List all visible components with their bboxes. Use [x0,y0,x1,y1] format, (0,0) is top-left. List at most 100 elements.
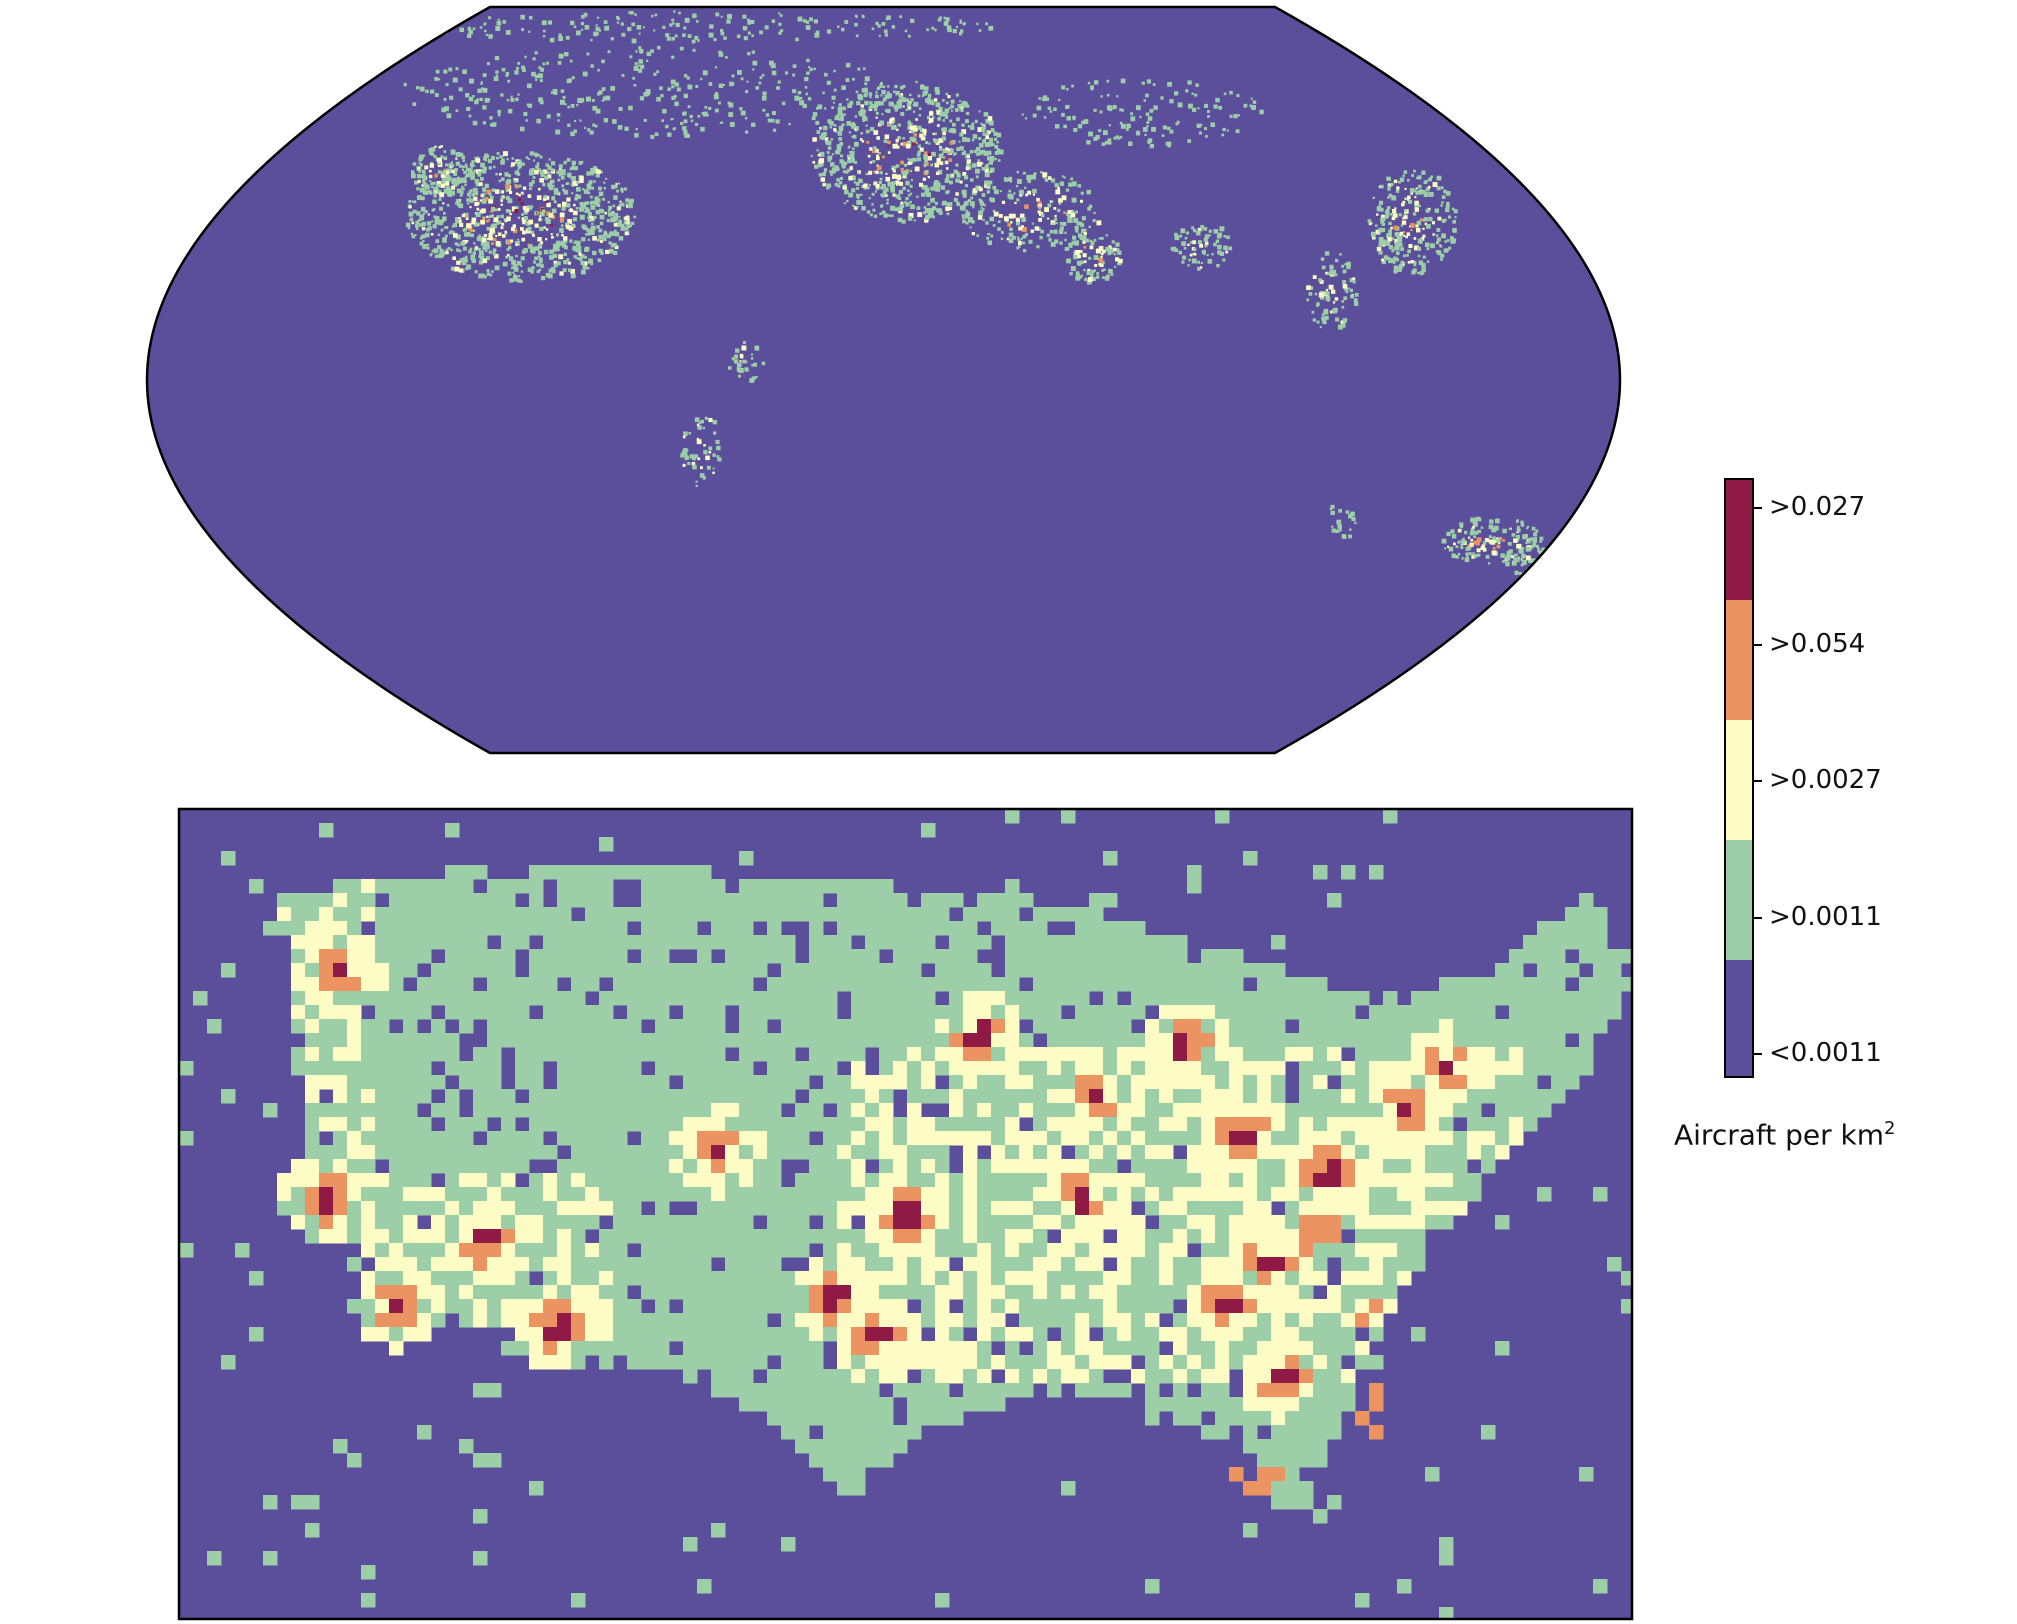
density-cell [893,893,908,908]
density-cell [1324,315,1329,320]
density-cell [482,105,487,110]
density-cell [459,164,463,168]
density-cell [361,1089,376,1104]
density-cell [1398,213,1402,217]
density-cell [486,189,491,195]
density-cell [767,949,782,964]
density-cell [1607,949,1622,964]
density-cell [1080,199,1083,203]
density-cell [1074,250,1080,255]
density-cell [361,907,376,922]
density-cell [1369,1047,1384,1062]
density-cell [767,118,772,123]
density-cell [822,172,826,177]
density-cell [1159,1103,1174,1118]
density-cell [1439,1145,1454,1160]
density-cell [441,107,447,113]
density-cell [949,991,964,1006]
density-cell [887,85,890,88]
density-cell [879,1033,894,1048]
density-cell [1327,272,1330,276]
density-cell [485,256,490,261]
density-cell [1482,547,1487,552]
density-cell [865,935,880,950]
density-cell [1107,138,1112,142]
density-cell [539,226,544,232]
density-cell [831,169,836,174]
density-cell [1341,1019,1356,1034]
density-cell [935,963,950,978]
density-cell [445,893,460,908]
density-cell [739,1089,754,1104]
density-cell [455,157,458,160]
density-cell [597,68,600,72]
density-cell [430,181,434,186]
density-cell [411,221,415,225]
density-cell [1392,256,1398,261]
density-cell [1354,521,1357,525]
density-cell [1006,237,1010,241]
density-cell [683,119,688,124]
density-cell [1201,963,1216,978]
density-cell [1398,180,1401,184]
density-cell [1070,209,1075,214]
density-cell [468,96,474,102]
density-cell [924,170,929,174]
density-cell [440,183,446,188]
density-cell [1437,250,1441,254]
density-cell [1451,534,1457,539]
density-cell [1167,126,1171,131]
density-cell [426,246,430,250]
density-cell [417,167,420,170]
density-cell [543,1145,558,1160]
density-cell [1075,991,1090,1006]
density-cell [1033,1019,1048,1034]
density-cell [747,31,751,35]
density-cell [1476,537,1482,543]
density-cell [497,207,501,211]
density-cell [1513,557,1517,562]
density-cell [333,935,348,950]
density-cell [569,208,573,211]
density-cell [935,1033,950,1048]
density-cell [471,217,477,223]
density-cell [1353,301,1359,306]
density-cell [975,147,981,152]
density-cell [1067,260,1071,264]
density-cell [333,1047,348,1062]
density-cell [361,1117,376,1132]
density-cell [837,1131,852,1146]
density-cell [1075,935,1090,950]
density-cell [910,178,913,182]
density-cell [943,16,947,20]
density-cell [924,151,928,155]
density-cell [1075,1005,1090,1020]
density-cell [1167,141,1172,146]
density-cell [1206,110,1210,113]
density-cell [498,220,502,224]
density-cell [532,57,536,61]
density-cell [604,211,608,215]
density-cell [573,166,578,171]
density-cell [902,84,906,88]
density-cell [656,96,661,102]
density-cell [879,921,894,936]
density-cell [936,124,940,127]
density-cell [1207,115,1210,118]
density-cell [1028,239,1033,244]
density-cell [610,37,614,41]
density-cell [1441,195,1446,199]
density-cell [818,173,823,177]
density-cell [684,455,689,460]
density-cell [734,354,739,359]
density-cell [917,94,921,98]
density-cell [1153,105,1158,110]
density-cell [500,226,504,230]
density-cell [495,172,498,176]
density-cell [944,108,950,113]
density-cell [543,865,558,880]
density-cell [862,67,866,71]
density-cell [305,991,320,1006]
density-cell [1285,991,1300,1006]
density-cell [1432,182,1438,187]
